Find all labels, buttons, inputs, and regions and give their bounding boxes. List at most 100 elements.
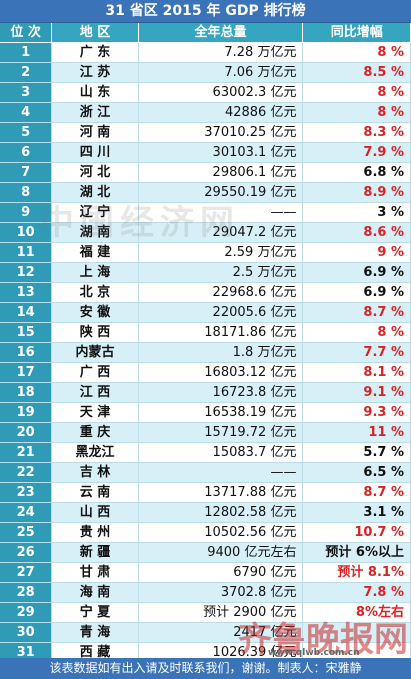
total-cell: 42886 亿元 bbox=[138, 102, 304, 123]
total-cell: 7.28 万亿元 bbox=[138, 42, 304, 63]
rank-cell: 29 bbox=[0, 602, 53, 623]
growth-cell: 8 % bbox=[302, 102, 411, 123]
rank-cell: 23 bbox=[0, 482, 53, 503]
page-title: 31 省区 2015 年 GDP 排行榜 bbox=[0, 0, 411, 23]
growth-cell: 10.7 % bbox=[302, 522, 411, 543]
region-cell: 山 西 bbox=[51, 502, 139, 523]
table-row: 15 陕 西 18171.86 亿元 8 % bbox=[0, 322, 411, 343]
growth-cell: 6.5 % bbox=[302, 462, 411, 483]
table-row: 21 黑龙江 15083.7 亿元 5.7 % bbox=[0, 442, 411, 463]
rank-cell: 11 bbox=[0, 242, 53, 263]
region-cell: 上 海 bbox=[51, 262, 139, 283]
total-cell: 18171.86 亿元 bbox=[138, 322, 304, 343]
growth-cell: 6.9 % bbox=[302, 282, 411, 303]
growth-cell: 8.5 % bbox=[302, 62, 411, 83]
rank-cell: 4 bbox=[0, 102, 53, 123]
growth-cell: 8 % bbox=[302, 42, 411, 63]
total-cell: 37010.25 亿元 bbox=[138, 122, 304, 143]
total-cell: 29550.19 亿元 bbox=[138, 182, 304, 203]
table-row: 29 宁 夏预计 2900 亿元 8%左右 bbox=[0, 602, 411, 623]
growth-cell: 8%左右 bbox=[302, 602, 411, 623]
growth-cell: 8 % bbox=[302, 82, 411, 103]
total-cell: 13717.88 亿元 bbox=[138, 482, 304, 503]
growth-cell: 8.1 % bbox=[302, 362, 411, 383]
table-row: 19 天 津 16538.19 亿元 9.3 % bbox=[0, 402, 411, 423]
region-cell: 云 南 bbox=[51, 482, 139, 503]
rank-cell: 22 bbox=[0, 462, 53, 483]
table-row: 25 贵 州 10502.56 亿元 10.7 % bbox=[0, 522, 411, 543]
total-cell: 2417 亿元 bbox=[138, 622, 304, 643]
rank-cell: 2 bbox=[0, 62, 53, 83]
total-cell: 12802.58 亿元 bbox=[138, 502, 304, 523]
rank-cell: 27 bbox=[0, 562, 53, 583]
region-cell: 辽 宁 bbox=[51, 202, 139, 223]
growth-cell: 6.8 % bbox=[302, 162, 411, 183]
rank-cell: 25 bbox=[0, 522, 53, 543]
growth-cell: 9.1 % bbox=[302, 382, 411, 403]
region-cell: 江 苏 bbox=[51, 62, 139, 83]
growth-cell: 9 % bbox=[302, 242, 411, 263]
region-cell: 北 京 bbox=[51, 282, 139, 303]
growth-cell: 8.3 % bbox=[302, 122, 411, 143]
region-cell: 江 西 bbox=[51, 382, 139, 403]
total-cell: 3702.8 亿元 bbox=[138, 582, 304, 603]
table-row: 18 江 西 16723.8 亿元 9.1 % bbox=[0, 382, 411, 403]
region-cell: 吉 林 bbox=[51, 462, 139, 483]
total-cell: —— bbox=[138, 202, 304, 223]
rank-cell: 16 bbox=[0, 342, 53, 363]
rank-cell: 20 bbox=[0, 422, 53, 443]
total-cell: 预计 2900 亿元 bbox=[138, 602, 304, 623]
table-header-row: 位 次 地 区 全年总量 同比增幅 bbox=[0, 23, 411, 43]
growth-cell: 11 % bbox=[302, 422, 411, 443]
growth-cell: 8.9 % bbox=[302, 182, 411, 203]
table-row: 27 甘 肃 6790 亿元 预计 8.1% bbox=[0, 562, 411, 583]
region-cell: 黑龙江 bbox=[51, 442, 139, 463]
region-cell: 湖 北 bbox=[51, 182, 139, 203]
header-growth: 同比增幅 bbox=[302, 23, 411, 43]
growth-cell: 8 % bbox=[302, 322, 411, 343]
rank-cell: 24 bbox=[0, 502, 53, 523]
region-cell: 陕 西 bbox=[51, 322, 139, 343]
table-row: 14 安 徽 22005.6 亿元 8.7 % bbox=[0, 302, 411, 323]
growth-cell: 6.9 % bbox=[302, 262, 411, 283]
table-row: 13 北 京 22968.6 亿元 6.9 % bbox=[0, 282, 411, 303]
rank-cell: 9 bbox=[0, 202, 53, 223]
rank-cell: 5 bbox=[0, 122, 53, 143]
total-cell: 22968.6 亿元 bbox=[138, 282, 304, 303]
growth-cell: 预计 6%以上 bbox=[302, 542, 411, 563]
growth-cell: 9.3 % bbox=[302, 402, 411, 423]
region-cell: 海 南 bbox=[51, 582, 139, 603]
header-rank: 位 次 bbox=[0, 23, 53, 43]
region-cell: 天 津 bbox=[51, 402, 139, 423]
growth-cell: 7.7 % bbox=[302, 342, 411, 363]
rank-cell: 18 bbox=[0, 382, 53, 403]
rank-cell: 15 bbox=[0, 322, 53, 343]
header-region: 地 区 bbox=[51, 23, 139, 43]
total-cell: 15719.72 亿元 bbox=[138, 422, 304, 443]
rank-cell: 6 bbox=[0, 142, 53, 163]
region-cell: 宁 夏 bbox=[51, 602, 139, 623]
total-cell: 30103.1 亿元 bbox=[138, 142, 304, 163]
region-cell: 浙 江 bbox=[51, 102, 139, 123]
total-cell: 63002.3 亿元 bbox=[138, 82, 304, 103]
header-total: 全年总量 bbox=[138, 23, 304, 43]
table-row: 22 吉 林 —— 6.5 % bbox=[0, 462, 411, 483]
total-cell: 6790 亿元 bbox=[138, 562, 304, 583]
rank-cell: 30 bbox=[0, 622, 53, 643]
table-row: 17 广 西 16803.12 亿元 8.1 % bbox=[0, 362, 411, 383]
footer-note: 该表数据如有出入请及时联系我们，谢谢。制表人：宋雅静 bbox=[0, 658, 411, 679]
table-row: 20 重 庆 15719.72 亿元 11 % bbox=[0, 422, 411, 443]
total-cell: 16723.8 亿元 bbox=[138, 382, 304, 403]
growth-cell: 7.8 % bbox=[302, 582, 411, 603]
total-cell: 29806.1 亿元 bbox=[138, 162, 304, 183]
total-cell: 15083.7 亿元 bbox=[138, 442, 304, 463]
region-cell: 湖 南 bbox=[51, 222, 139, 243]
growth-cell: 3.1 % bbox=[302, 502, 411, 523]
total-cell: 29047.2 亿元 bbox=[138, 222, 304, 243]
rank-cell: 8 bbox=[0, 182, 53, 203]
